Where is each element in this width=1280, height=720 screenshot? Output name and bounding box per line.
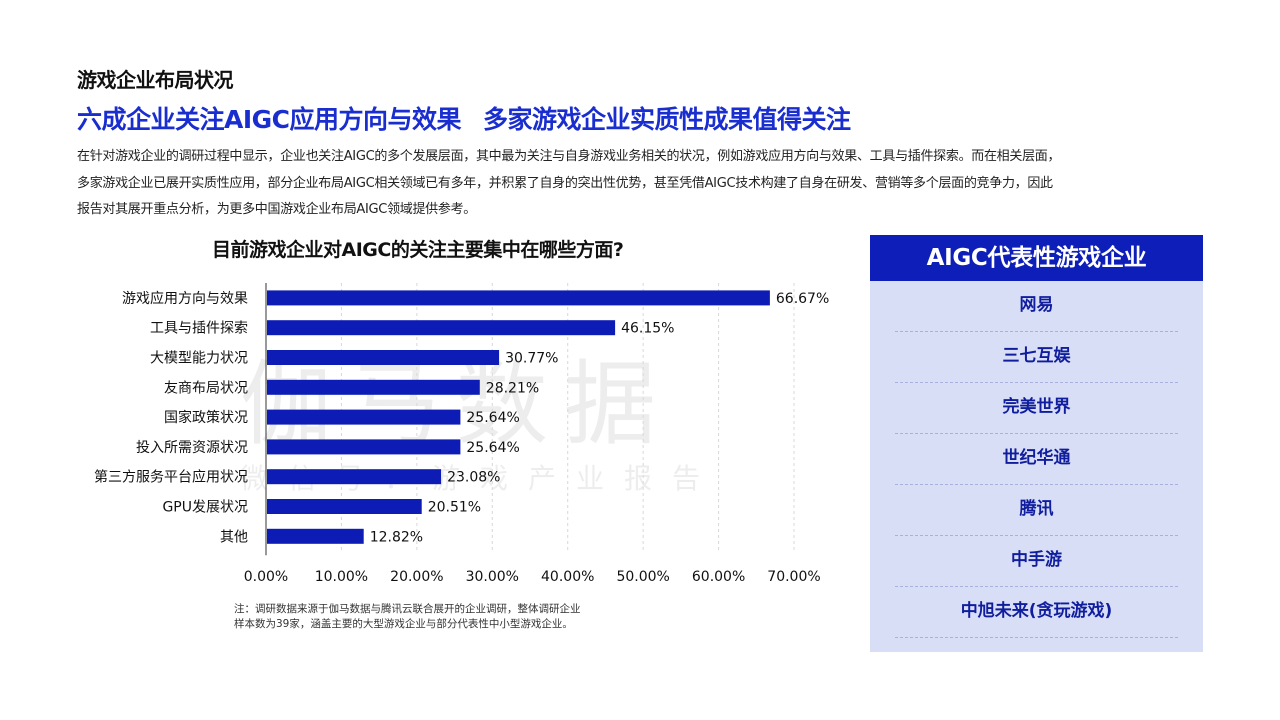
x-tick-label: 10.00% (315, 569, 368, 585)
data-label: 23.08% (447, 470, 500, 486)
category-label: 第三方服务平台应用状况 (94, 469, 248, 486)
panel-title: AIGC代表性游戏企业 (870, 235, 1203, 281)
data-label: 25.64% (466, 440, 519, 456)
x-tick-label: 50.00% (616, 569, 669, 585)
x-tick-label: 30.00% (466, 569, 519, 585)
company-item: 中旭未来(贪玩游戏) (895, 587, 1178, 638)
x-tick-label: 70.00% (767, 569, 820, 585)
bar (267, 469, 442, 485)
intro-line: 报告对其展开重点分析，为更多中国游戏企业布局AIGC领域提供参考。 (77, 202, 476, 217)
company-item: 腾讯 (895, 485, 1178, 536)
intro-line: 多家游戏企业已展开实质性应用，部分企业布局AIGC相关领域已有多年，并积累了自身… (77, 175, 1053, 191)
bar (267, 350, 500, 365)
company-item: 完美世界 (895, 383, 1178, 434)
x-tick-label: 40.00% (541, 569, 594, 585)
category-label: 游戏应用方向与效果 (122, 290, 248, 307)
company-item: 中手游 (895, 536, 1178, 587)
category-label: 工具与插件探索 (150, 320, 248, 337)
x-tick-label: 20.00% (390, 569, 443, 585)
category-label: GPU发展状况 (162, 500, 248, 516)
intro-paragraph: 在针对游戏企业的调研过程中显示，企业也关注AIGC的多个发展层面，其中最为关注与… (77, 144, 1217, 224)
company-item: 三七互娱 (895, 332, 1178, 383)
bar (267, 499, 422, 514)
bar (267, 379, 480, 395)
bar (267, 320, 616, 336)
data-label: 30.77% (505, 351, 558, 367)
category-label: 国家政策状况 (164, 409, 248, 426)
company-item: 网易 (895, 281, 1178, 332)
bar (267, 409, 461, 425)
headline-part-1: 六成企业关注AIGC应用方向与效果 (77, 105, 462, 134)
footnote: 注：调研数据来源于伽马数据与腾讯云联合展开的企业调研，整体调研企业 样本数为39… (234, 602, 581, 632)
companies-panel: AIGC代表性游戏企业 网易 三七互娱 完美世界 世纪华通 腾讯 中手游 中旭未… (870, 235, 1203, 652)
bar (267, 528, 364, 544)
data-label: 66.67% (776, 291, 829, 307)
chart-title: 目前游戏企业对AIGC的关注主要集中在哪些方面? (212, 239, 624, 261)
x-tick-label: 60.00% (692, 569, 745, 585)
category-label: 友商布局状况 (164, 380, 248, 396)
x-tick-label: 0.00% (244, 569, 288, 585)
bar (267, 439, 461, 455)
company-item: 世纪华通 (895, 434, 1178, 485)
category-label: 投入所需资源状况 (136, 440, 248, 456)
data-label: 20.51% (428, 500, 481, 516)
data-label: 12.82% (370, 529, 423, 545)
data-label: 28.21% (486, 380, 539, 396)
headline: 六成企业关注AIGC应用方向与效果 多家游戏企业实质性成果值得关注 (77, 100, 851, 136)
data-label: 25.64% (466, 410, 519, 426)
category-label: 大模型能力状况 (150, 351, 248, 367)
data-label: 46.15% (621, 321, 674, 337)
category-label: 其他 (220, 529, 248, 545)
bar-chart: 0.00% 10.00% 20.00% 30.00% 40.00% 50.00% 60.00… (94, 283, 829, 585)
company-list: 网易 三七互娱 完美世界 世纪华通 腾讯 中手游 中旭未来(贪玩游戏) (870, 281, 1203, 638)
intro-line: 在针对游戏企业的调研过程中显示，企业也关注AIGC的多个发展层面，其中最为关注与… (77, 149, 1061, 164)
footnote-line: 注：调研数据来源于伽马数据与腾讯云联合展开的企业调研，整体调研企业 (234, 603, 581, 615)
bar (267, 290, 770, 306)
footnote-line: 样本数为39家，涵盖主要的大型游戏企业与部分代表性中小型游戏企业。 (234, 618, 573, 630)
headline-part-2: 多家游戏企业实质性成果值得关注 (483, 105, 851, 134)
section-title: 游戏企业布局状况 (77, 68, 234, 92)
